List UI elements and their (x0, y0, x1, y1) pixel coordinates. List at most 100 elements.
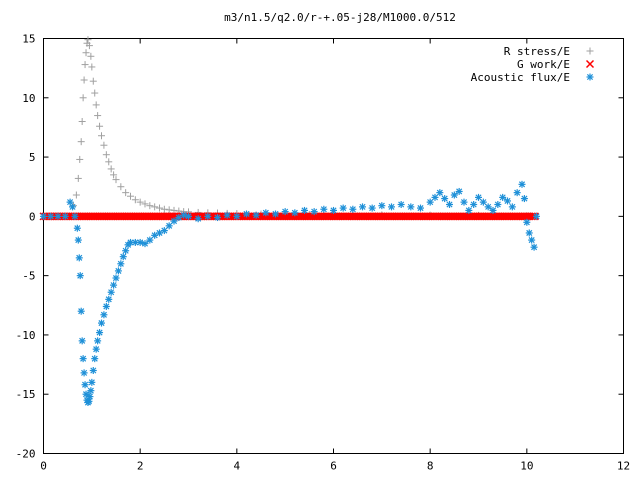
data-point (94, 112, 102, 120)
legend-label: Acoustic flux/E (471, 71, 570, 84)
data-point (77, 138, 85, 146)
data-point (533, 212, 540, 220)
x-tick-label: 12 (617, 460, 630, 473)
data-point (131, 196, 139, 204)
x-tick-label: 0 (40, 460, 47, 473)
data-point (112, 176, 120, 184)
data-point (252, 211, 260, 219)
data-point (94, 337, 102, 345)
y-tick-label: 10 (22, 92, 35, 105)
data-point (100, 311, 108, 319)
data-point (291, 209, 299, 217)
data-point (76, 155, 84, 163)
data-point (79, 355, 87, 363)
y-tick-label: -20 (16, 448, 36, 461)
data-point (446, 201, 453, 208)
legend-label: R stress/E (504, 45, 570, 58)
data-point (81, 381, 89, 389)
data-point (518, 180, 526, 188)
data-point (528, 236, 536, 244)
y-tick-label: 0 (29, 210, 36, 223)
data-point (136, 198, 144, 206)
data-point (141, 240, 149, 248)
data-point (520, 195, 528, 203)
data-point (204, 212, 212, 220)
data-point (508, 203, 516, 211)
data-point (136, 238, 144, 246)
data-point (460, 198, 468, 206)
data-point (85, 42, 93, 50)
data-point (359, 203, 366, 211)
data-point (110, 281, 118, 289)
data-point (504, 197, 511, 205)
data-point (525, 229, 533, 237)
data-point (89, 367, 97, 374)
data-point (74, 236, 82, 244)
x-tick-label: 6 (330, 460, 337, 473)
data-point (105, 295, 113, 303)
data-point (119, 253, 127, 261)
data-point (89, 77, 97, 85)
data-point (320, 205, 328, 213)
data-point (233, 212, 241, 220)
legend-marker (586, 47, 594, 55)
data-point (87, 387, 95, 395)
x-tick-label: 4 (234, 460, 241, 473)
data-point (339, 204, 347, 212)
data-point (484, 203, 492, 211)
data-point (77, 307, 85, 315)
data-point (262, 209, 270, 217)
data-point (81, 61, 89, 69)
data-point (110, 171, 118, 179)
data-point (91, 89, 99, 97)
data-point (185, 212, 192, 220)
data-point (388, 203, 395, 211)
data-point (102, 302, 110, 310)
x-tick-label: 8 (427, 460, 434, 473)
data-point (180, 211, 188, 219)
data-point (117, 183, 125, 191)
data-point (397, 201, 405, 208)
data-point (146, 202, 154, 210)
data-point (76, 272, 84, 280)
data-point (117, 260, 125, 268)
data-point (84, 36, 92, 44)
data-point (165, 206, 173, 214)
data-point (330, 206, 337, 214)
x-tick-label: 2 (137, 460, 144, 473)
data-point (436, 189, 444, 197)
data-point (96, 329, 104, 337)
data-point (523, 218, 531, 226)
data-point (69, 203, 76, 211)
data-point (105, 158, 113, 166)
y-tick-label: -10 (16, 329, 36, 342)
data-point (530, 243, 538, 251)
data-point (160, 205, 168, 213)
legend-marker (586, 73, 594, 81)
data-point (91, 355, 99, 363)
data-point (310, 208, 318, 216)
data-point (92, 101, 100, 109)
data-point (479, 198, 487, 206)
data-point (272, 210, 279, 218)
data-point (40, 212, 47, 220)
data-point (513, 189, 521, 197)
chart-title: m3/n1.5/q2.0/r-+.05-j28/M1000.0/512 (224, 11, 456, 24)
legend-label: G work/E (517, 58, 570, 71)
data-point (349, 205, 357, 213)
data-point (74, 174, 82, 182)
data-point (165, 222, 173, 230)
data-point (151, 203, 159, 211)
data-point (107, 165, 115, 173)
y-tick-label: -5 (22, 270, 35, 283)
legend-marker (585, 59, 595, 69)
data-point (80, 369, 88, 377)
data-point (146, 236, 154, 244)
data-point (475, 193, 482, 201)
plot-frame (43, 38, 624, 454)
data-point (431, 193, 439, 201)
data-point (78, 337, 86, 345)
data-point (79, 94, 87, 102)
chart-marks (39, 36, 540, 407)
